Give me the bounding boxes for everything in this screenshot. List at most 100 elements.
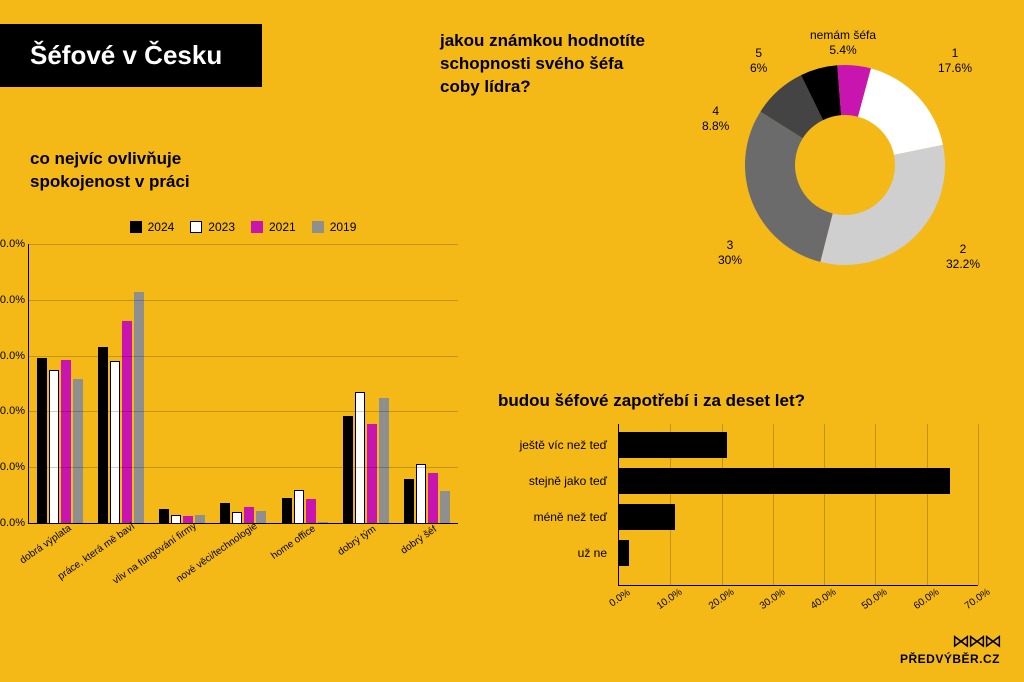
bar xyxy=(367,424,377,523)
donut-chart-title: jakou známkou hodnotíteschopnosti svého … xyxy=(440,30,700,99)
hbar-chart-title: budou šéfové zapotřebí i za deset let? xyxy=(498,390,978,413)
x-tick-label: 50.0% xyxy=(860,587,890,612)
donut-slice xyxy=(745,112,833,262)
y-tick-label: 10.0% xyxy=(0,461,25,473)
brand-icon: ⋈⋈⋈ xyxy=(900,631,1000,652)
x-tick-label: 60.0% xyxy=(912,587,942,612)
bar-group: dobrý tým xyxy=(335,244,396,523)
bar-chart-legend: 2024 2023 2021 2019 xyxy=(28,220,458,236)
hbar-label: ještě víc než teď xyxy=(520,438,607,452)
bar xyxy=(159,509,169,523)
hbar xyxy=(619,504,675,530)
donut-label: 48.8% xyxy=(702,104,729,134)
bar xyxy=(306,499,316,523)
gridline xyxy=(773,424,774,585)
gridline xyxy=(29,244,458,245)
bar xyxy=(379,398,389,523)
gridline xyxy=(927,424,928,585)
x-tick-label: dobrý šéf xyxy=(399,524,439,557)
bar xyxy=(49,370,59,523)
gridline xyxy=(978,424,979,585)
bar xyxy=(416,464,426,523)
bar xyxy=(37,358,47,523)
brand-logo: ⋈⋈⋈ PŘEDVÝBĚR.CZ xyxy=(900,631,1000,666)
donut-label: nemám šéfa5.4% xyxy=(810,28,876,58)
bar-group: nové věci/technologie xyxy=(213,244,274,523)
x-tick-label: dobrá výplata xyxy=(18,523,73,566)
bar xyxy=(134,292,144,523)
x-tick-label: 0.0% xyxy=(608,587,633,609)
gridline xyxy=(29,467,458,468)
legend-item: 2024 xyxy=(130,220,175,234)
donut-label: 232.2% xyxy=(946,242,980,272)
bar xyxy=(232,512,242,523)
bar xyxy=(195,515,205,523)
bar xyxy=(256,511,266,523)
legend-label: 2019 xyxy=(330,220,357,234)
page-title-banner: Šéfové v Česku xyxy=(0,24,262,87)
donut-slice xyxy=(820,145,945,265)
x-tick-label: 70.0% xyxy=(963,587,993,612)
hbar-label: stejně jako teď xyxy=(529,474,607,488)
hbar-chart: 0.0%10.0%20.0%30.0%40.0%50.0%60.0%70.0%j… xyxy=(498,424,988,626)
y-tick-label: 20.0% xyxy=(0,405,25,417)
legend-swatch xyxy=(251,221,263,233)
bar xyxy=(428,473,438,523)
bar-group: dobrá výplata xyxy=(29,244,90,523)
legend-label: 2024 xyxy=(148,220,175,234)
bar xyxy=(440,491,450,523)
bar xyxy=(318,522,328,523)
hbar-label: už ne xyxy=(578,546,607,560)
x-tick-label: 30.0% xyxy=(758,587,788,612)
gridline xyxy=(29,300,458,301)
bar xyxy=(110,361,120,523)
page-title: Šéfové v Česku xyxy=(30,40,222,70)
gridline xyxy=(875,424,876,585)
bar xyxy=(73,379,83,523)
hbar xyxy=(619,432,727,458)
y-tick-label: 40.0% xyxy=(0,294,25,306)
gridline xyxy=(29,356,458,357)
legend-label: 2021 xyxy=(269,220,296,234)
donut-label: 56% xyxy=(750,46,767,76)
bar xyxy=(61,360,71,523)
bar-chart: 2024 2023 2021 2019 dobrá výplatapráce, kte… xyxy=(28,208,458,628)
donut-chart: 117.6%232.2%330%48.8%56%nemám šéfa5.4% xyxy=(720,40,970,290)
bar-group: dobrý šéf xyxy=(397,244,458,523)
x-tick-label: dobrý tým xyxy=(336,524,378,558)
x-tick-label: 10.0% xyxy=(655,587,685,612)
x-tick-label: home office xyxy=(269,523,318,562)
brand-name: PŘEDVÝBĚR.CZ xyxy=(900,652,1000,666)
hbar-chart-plot: 0.0%10.0%20.0%30.0%40.0%50.0%60.0%70.0%j… xyxy=(618,424,978,586)
legend-swatch xyxy=(190,221,202,233)
donut-svg xyxy=(720,40,970,290)
bar xyxy=(294,490,304,523)
y-tick-label: 0.0% xyxy=(0,517,25,529)
hbar xyxy=(619,540,629,566)
donut-label: 330% xyxy=(718,238,742,268)
legend-label: 2023 xyxy=(208,220,235,234)
x-tick-label: 40.0% xyxy=(809,587,839,612)
gridline xyxy=(824,424,825,585)
bar-group: vliv na fungování firmy xyxy=(152,244,213,523)
hbar xyxy=(619,468,950,494)
x-tick-label: 20.0% xyxy=(706,587,736,612)
hbar-label: méně než teď xyxy=(534,510,607,524)
bar xyxy=(282,498,292,523)
bar xyxy=(171,515,181,523)
legend-swatch xyxy=(312,221,324,233)
legend-swatch xyxy=(130,221,142,233)
bar-chart-bars: dobrá výplatapráce, která mě bavívliv na… xyxy=(29,244,458,523)
legend-item: 2023 xyxy=(190,220,235,234)
gridline xyxy=(29,411,458,412)
bar xyxy=(122,321,132,523)
bar-chart-title: co nejvíc ovlivňujespokojenost v práci xyxy=(30,148,310,194)
legend-item: 2019 xyxy=(312,220,357,234)
bar-group: práce, která mě baví xyxy=(90,244,151,523)
bar xyxy=(404,479,414,523)
bar xyxy=(220,503,230,523)
donut-slice xyxy=(858,68,943,155)
bar-chart-plot: dobrá výplatapráce, která mě bavívliv na… xyxy=(28,244,458,524)
bar-group: home office xyxy=(274,244,335,523)
bar xyxy=(98,347,108,523)
